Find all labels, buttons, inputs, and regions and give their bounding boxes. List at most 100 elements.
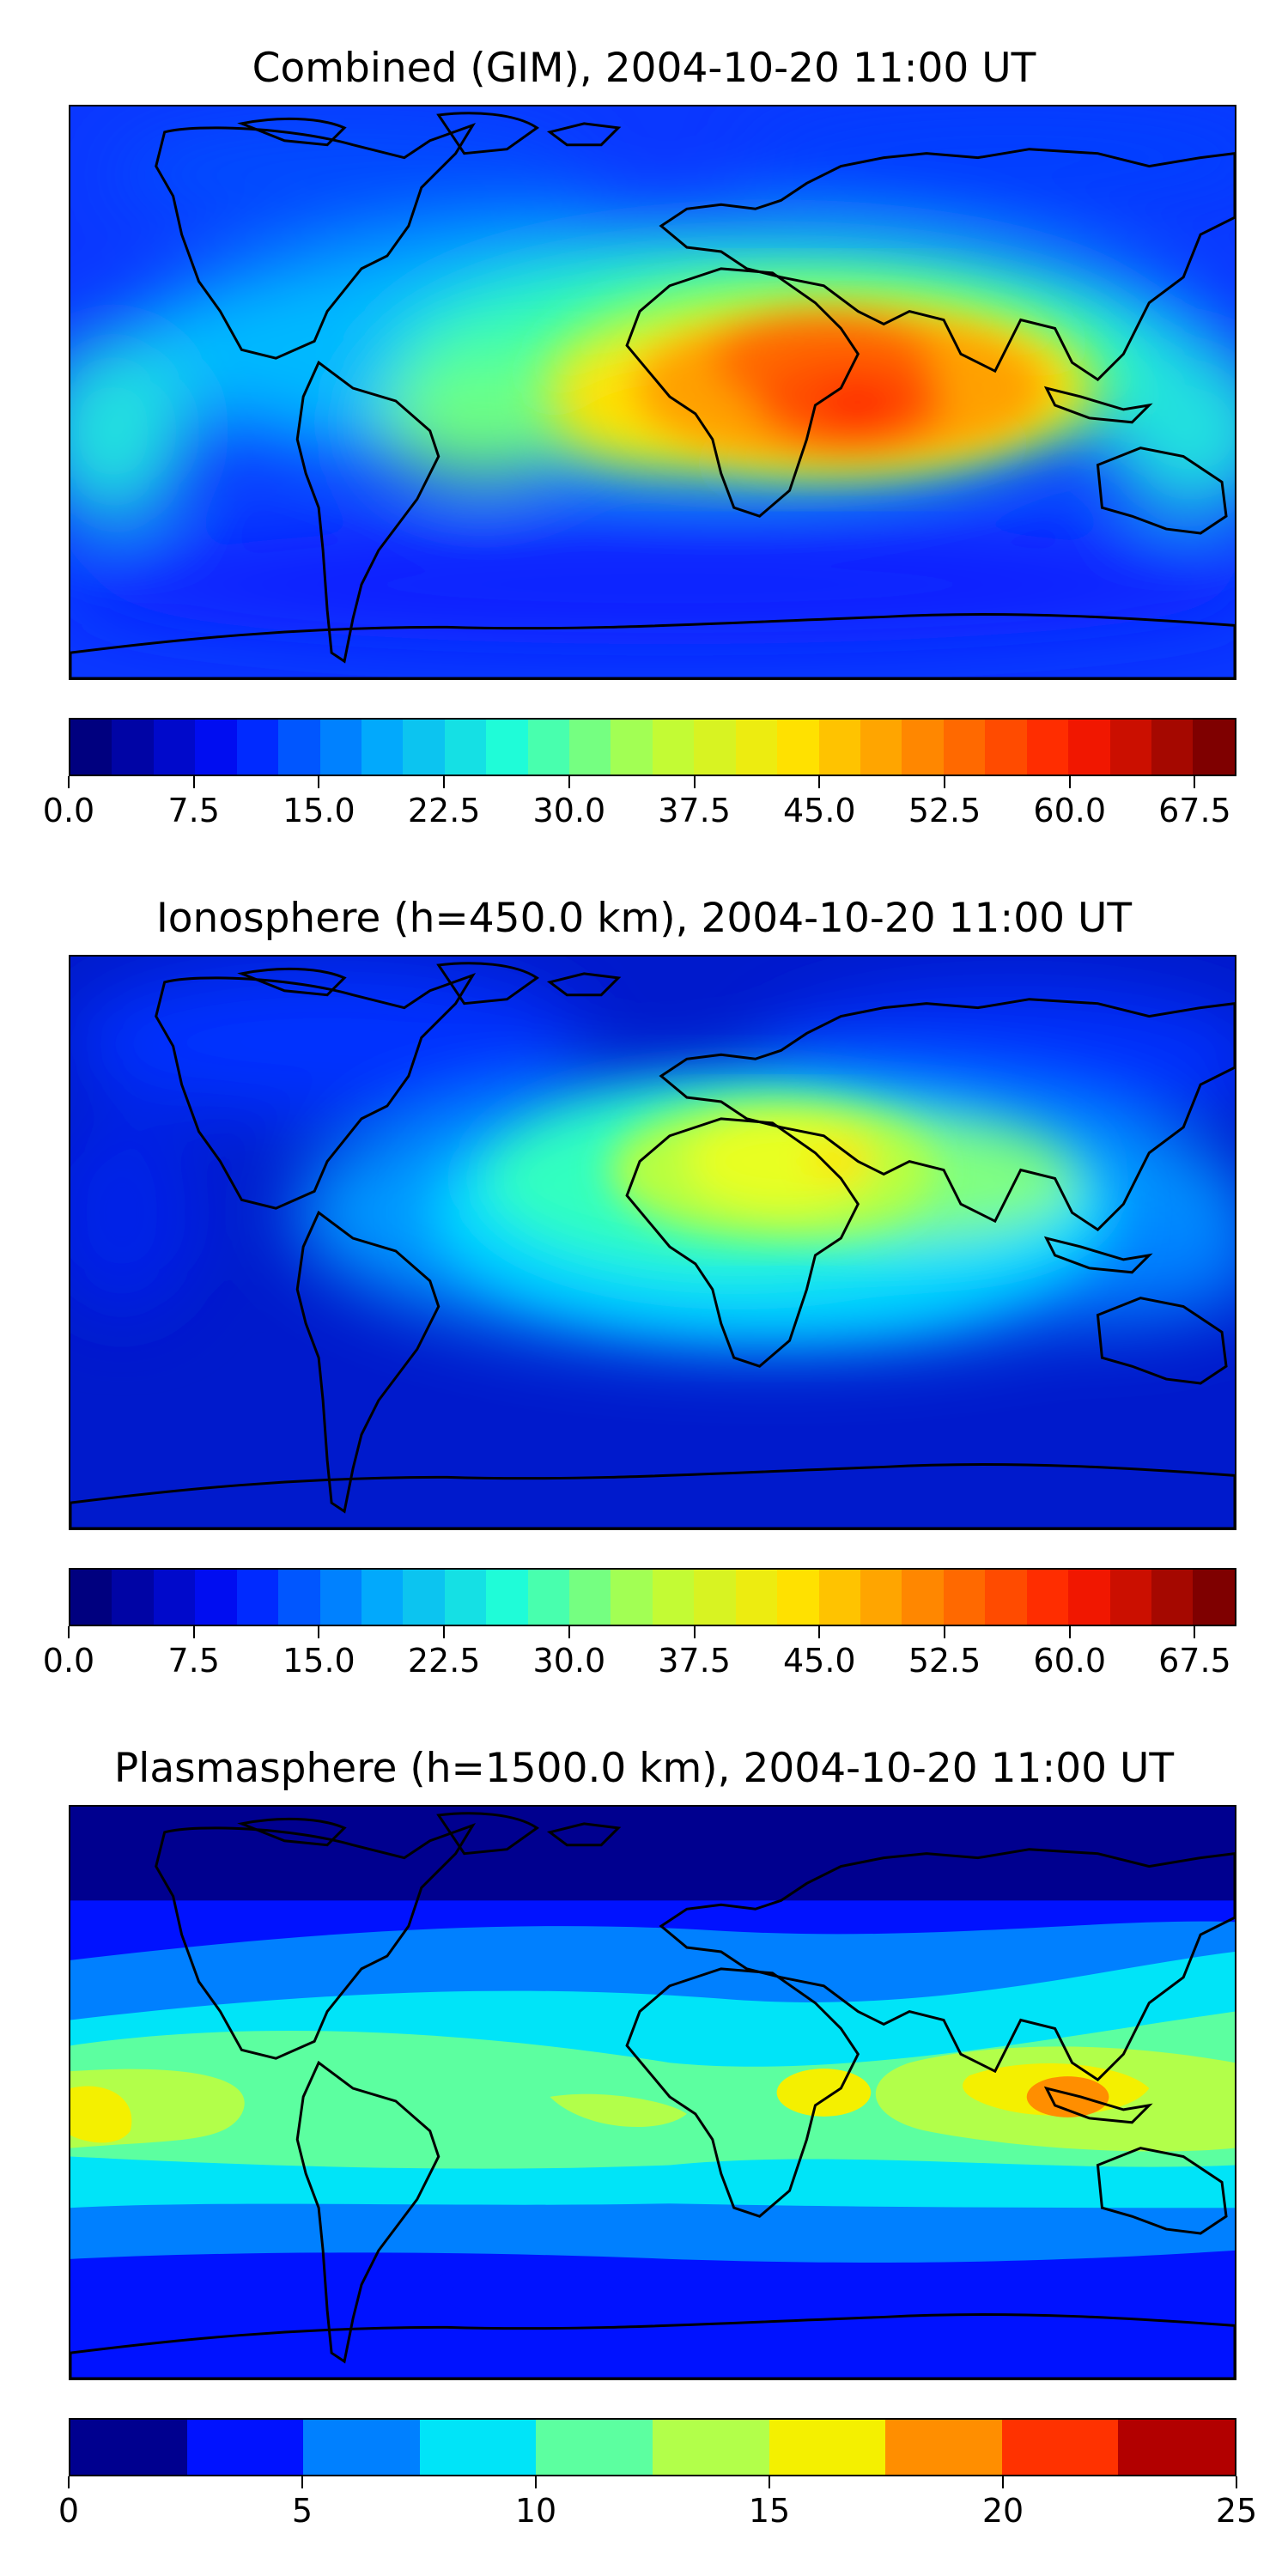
colorbar-segment (1193, 1570, 1235, 1625)
colorbar-tick (944, 1626, 945, 1638)
colorbar-segment (985, 1570, 1027, 1625)
colorbar-segment (278, 1570, 320, 1625)
colorbar-segment (902, 720, 944, 775)
colorbar-tick-label: 0.0 (42, 792, 95, 829)
colorbar-segment (652, 1570, 695, 1625)
colorbar-tick-label: 45.0 (782, 1642, 856, 1680)
colorbar-segment (195, 720, 237, 775)
colorbar-segment (361, 720, 404, 775)
colorbar-segment (1151, 720, 1194, 775)
colorbar-segment (735, 720, 778, 775)
colorbar-tick-label: 37.5 (658, 792, 731, 829)
colorbar-tick (192, 776, 195, 788)
colorbar-segment (419, 2420, 537, 2475)
colorbar-segment (943, 1570, 986, 1625)
colorbar-segment (1193, 720, 1235, 775)
colorbar-tick-label: 25 (1215, 2492, 1258, 2530)
colorbar-segment (486, 1570, 528, 1625)
chart-title: Ionosphere (h=450.0 km), 2004-10-20 11:0… (155, 895, 1133, 942)
colorbar-tick (1068, 1626, 1071, 1638)
colorbar-segment (186, 2420, 304, 2475)
colorbar-tick (192, 1626, 195, 1638)
colorbar-segment (611, 720, 653, 775)
colorbar-segment (1109, 1570, 1151, 1625)
colorbar-tick-label: 22.5 (407, 792, 481, 829)
colorbar-segment (1151, 1570, 1194, 1625)
colorbar-segment (1026, 720, 1069, 775)
colorbar-ticks-ionosphere: 0.0 7.5 15.0 22.5 30.0 37.5 45.0 52.5 60.0 67.5 (43, 1626, 1236, 1680)
colorbar-segment (444, 1570, 487, 1625)
colorbar-tick-label: 15.0 (283, 792, 355, 829)
colorbar-tick-label: 45.0 (782, 792, 856, 829)
colorbar-tick-label: 67.5 (1158, 792, 1231, 829)
colorbar-segment (444, 720, 487, 775)
colorbar-segment (236, 1570, 279, 1625)
colorbar-tick (318, 776, 320, 788)
colorbar-tick (535, 2476, 537, 2488)
colorbar-tick (568, 776, 570, 788)
colorbar-segment (652, 2420, 769, 2475)
colorbar-tick-label: 15 (748, 2492, 791, 2530)
colorbar-tick (944, 776, 945, 788)
colorbar-segment (278, 720, 320, 775)
colorbar-segment (777, 720, 819, 775)
colorbar-tick (769, 2476, 770, 2488)
colorbar-tick (1068, 776, 1071, 788)
colorbar-segment (486, 720, 528, 775)
colorbar-tick-label: 67.5 (1158, 1642, 1231, 1680)
colorbar-segment (303, 2420, 420, 2475)
colorbar-tick (443, 1626, 446, 1638)
map-panel-ionosphere (69, 955, 1236, 1530)
colorbar-segment (236, 720, 279, 775)
colorbar-segment (319, 1570, 361, 1625)
colorbar-segment (769, 2420, 886, 2475)
map-panel-plasmasphere (69, 1805, 1236, 2380)
colorbar-segment (1118, 2420, 1235, 2475)
colorbar-segment (902, 1570, 944, 1625)
chart-title: Plasmasphere (h=1500.0 km), 2004-10-20 1… (113, 1745, 1175, 1792)
colorbar-segment (569, 1570, 611, 1625)
colorbar-tick-label: 20 (981, 2492, 1024, 2530)
colorbar-tick (68, 1626, 70, 1638)
colorbar-segment (361, 1570, 404, 1625)
colorbar-tick (301, 2476, 303, 2488)
colorbar-segment (818, 1570, 861, 1625)
colorbar-tick (443, 776, 446, 788)
colorbar-tick-label: 52.5 (908, 792, 981, 829)
colorbar-segment (153, 720, 196, 775)
colorbar-tick (1194, 776, 1196, 788)
colorbar-segment (777, 1570, 819, 1625)
colorbar-segment (694, 720, 736, 775)
colorbar-tick-label: 52.5 (908, 1642, 981, 1680)
colorbar-segment (860, 720, 902, 775)
colorbar-tick (818, 1626, 821, 1638)
colorbar-tick-label: 10 (514, 2492, 557, 2530)
colorbar-tick-label: 30.0 (532, 792, 606, 829)
colorbar-segment (527, 1570, 570, 1625)
colorbar-segment (943, 720, 986, 775)
colorbar-segment (70, 2420, 187, 2475)
colorbar-tick-label: 37.5 (658, 1642, 731, 1680)
colorbar-plasmasphere (69, 2418, 1236, 2476)
colorbar-segment (112, 720, 154, 775)
colorbar-segment (818, 720, 861, 775)
colorbar-tick-label: 60.0 (1033, 792, 1107, 829)
colorbar-segment (112, 1570, 154, 1625)
colorbar-segment (885, 2420, 1002, 2475)
colorbar-segment (860, 1570, 902, 1625)
colorbar-tick (318, 1626, 320, 1638)
colorbar-segment (536, 2420, 653, 2475)
colorbar-segment (527, 720, 570, 775)
colorbar-tick-label: 7.5 (167, 792, 220, 829)
colorbar-segment (1109, 720, 1151, 775)
colorbar-tick-label: 7.5 (167, 1642, 220, 1680)
colorbar-segment (70, 1570, 112, 1625)
colorbar-combined (69, 718, 1236, 776)
colorbar-tick-label: 0.0 (42, 1642, 95, 1680)
map-panel-combined (69, 105, 1236, 680)
colorbar-segment (611, 1570, 653, 1625)
colorbar-tick (818, 776, 821, 788)
colorbar-tick (1236, 2476, 1237, 2488)
colorbar-tick-label: 60.0 (1033, 1642, 1107, 1680)
colorbar-ionosphere (69, 1568, 1236, 1626)
